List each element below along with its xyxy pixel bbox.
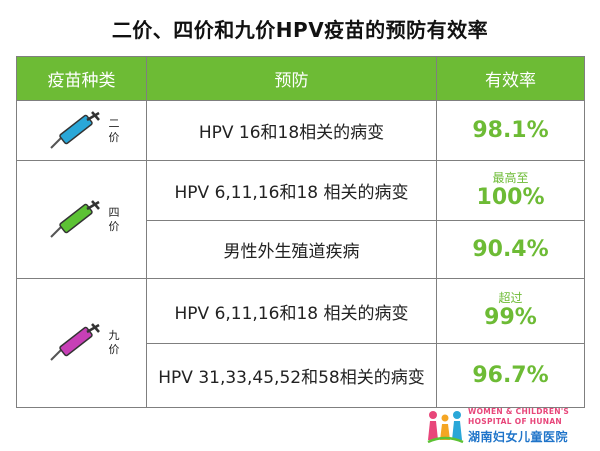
prevention-cell: HPV 31,33,45,52和58相关的病变 xyxy=(146,343,437,408)
efficacy-value: 100% xyxy=(476,184,545,210)
syringe-icon xyxy=(50,199,100,238)
efficacy-cell: 最高至 100% xyxy=(436,160,585,221)
hospital-logo: WOMEN & CHILDREN'S HOSPITAL OF HUNAN 湖南妇… xyxy=(426,405,596,447)
efficacy-value: 99% xyxy=(484,305,537,330)
hospital-figures-logo-icon xyxy=(427,411,464,444)
vaccine-type-nonavalent: 九 价 xyxy=(16,278,147,408)
efficacy-note: 最高至 xyxy=(492,170,529,185)
hpv-vaccine-table: 疫苗种类 预防 有效率 二 价 HPV 16和18相关的病变 xyxy=(16,56,585,408)
efficacy-cell: 98.1% xyxy=(436,100,585,161)
table-row: 男性外生殖道疾病 90.4% xyxy=(17,220,585,279)
vaccine-type-label: 二 价 xyxy=(108,116,120,144)
efficacy-value: 90.4% xyxy=(472,236,549,262)
table-row: HPV 31,33,45,52和58相关的病变 96.7% xyxy=(17,343,585,408)
syringe-icon xyxy=(50,323,100,361)
logo-english-line1: WOMEN & CHILDREN'S xyxy=(468,407,570,416)
logo-english-line2: HOSPITAL OF HUNAN xyxy=(468,417,563,426)
vaccine-type-label: 四 价 xyxy=(108,205,120,233)
efficacy-note: 超过 xyxy=(498,291,523,305)
vaccine-type-quadrivalent: 四 价 xyxy=(16,160,147,279)
header-prevention: 预防 xyxy=(146,56,437,101)
prevention-cell: HPV 16和18相关的病变 xyxy=(146,100,437,161)
header-efficacy: 有效率 xyxy=(436,56,585,101)
efficacy-value: 98.1% xyxy=(472,117,549,143)
prevention-cell: 男性外生殖道疾病 xyxy=(146,220,437,279)
page-title: 二价、四价和九价HPV疫苗的预防有效率 xyxy=(111,18,489,42)
syringe-icon xyxy=(50,110,100,149)
prevention-cell: HPV 6,11,16和18 相关的病变 xyxy=(146,278,437,344)
prevention-cell: HPV 6,11,16和18 相关的病变 xyxy=(146,160,437,221)
efficacy-value: 96.7% xyxy=(472,362,549,388)
vaccine-type-label: 九 价 xyxy=(108,329,120,356)
table-row: 四 价 HPV 6,11,16和18 相关的病变 最高至 100% xyxy=(16,160,585,279)
table-row: 九 价 HPV 6,11,16和18 相关的病变 超过 99% xyxy=(16,278,585,408)
efficacy-cell: 96.7% xyxy=(436,343,585,408)
efficacy-cell: 90.4% xyxy=(436,220,585,279)
vaccine-type-bivalent: 二 价 xyxy=(16,100,147,161)
logo-chinese-name: 湖南妇女儿童医院 xyxy=(468,430,569,444)
header-vaccine-type: 疫苗种类 xyxy=(16,56,147,101)
efficacy-cell: 超过 99% xyxy=(436,278,585,344)
table-header-row: 疫苗种类 预防 有效率 xyxy=(16,56,585,101)
table-row: 二 价 HPV 16和18相关的病变 98.1% xyxy=(16,100,585,161)
